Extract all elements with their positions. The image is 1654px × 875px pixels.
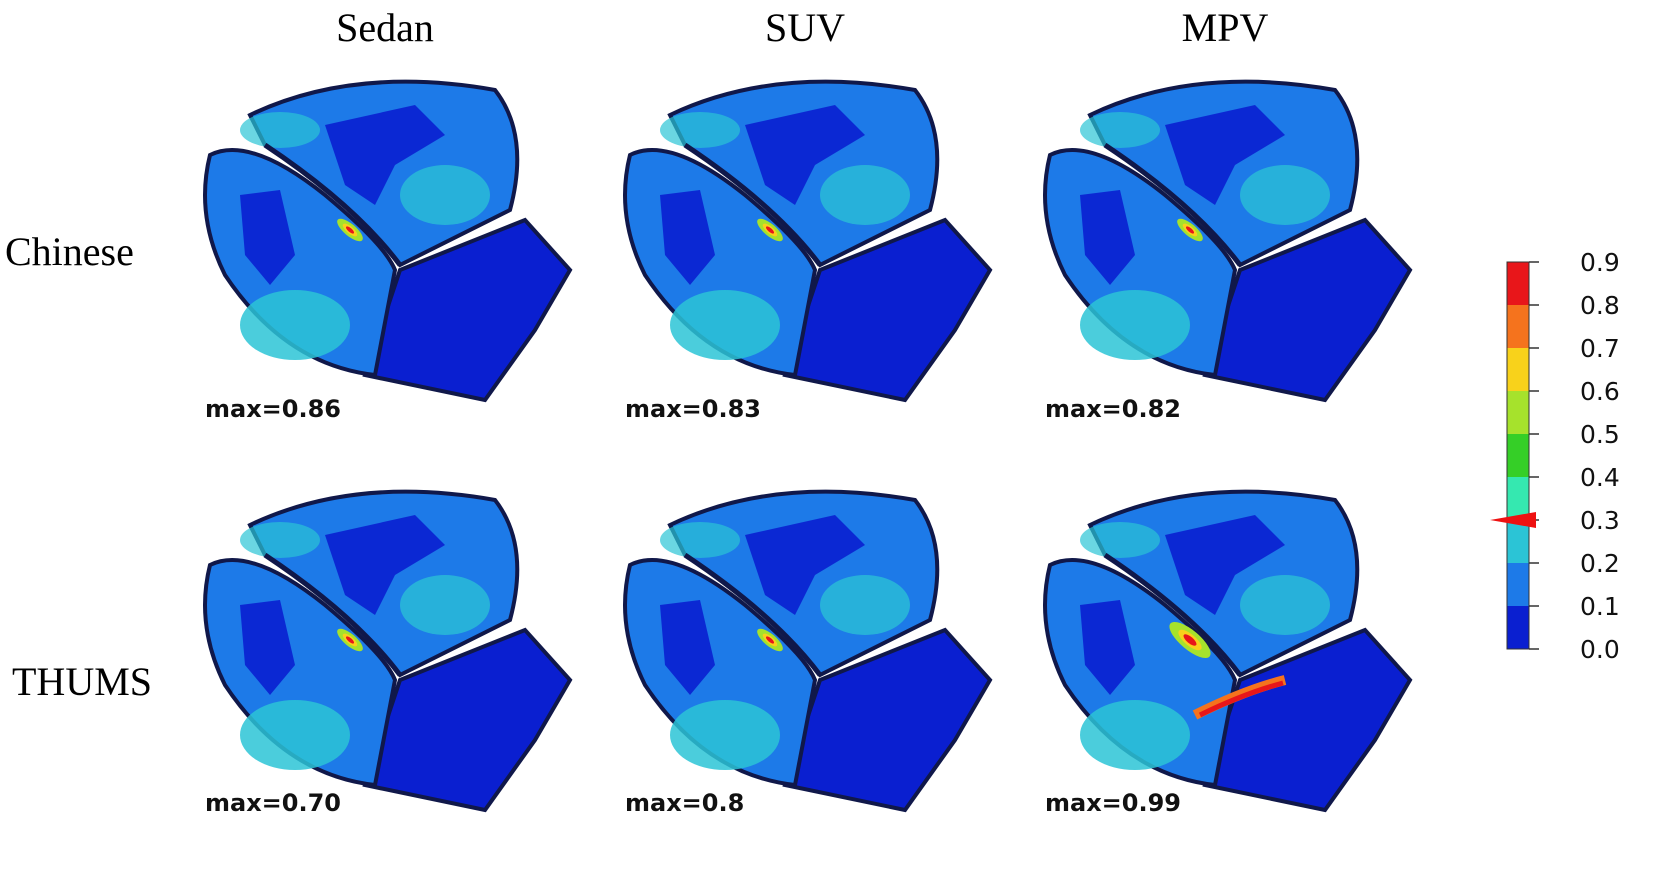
- scale-tick-label: 0.4: [1580, 463, 1620, 492]
- scale-segment: [1507, 520, 1529, 563]
- low-strain-patch: [745, 105, 865, 205]
- scale-segment: [1507, 305, 1529, 348]
- row-label-thums: THUMS: [12, 659, 153, 704]
- panel-chinese-mpv: max=0.82: [1025, 55, 1445, 455]
- low-strain-patch: [660, 600, 715, 695]
- peak-strain-spot: [765, 636, 775, 644]
- peak-strain-spot: [1185, 226, 1195, 234]
- row-label-chinese: Chinese: [5, 229, 134, 274]
- moderate-strain-patch: [820, 575, 910, 635]
- scale-segment: [1507, 477, 1529, 520]
- moderate-strain-patch: [1080, 700, 1190, 770]
- moderate-strain-patch: [240, 522, 320, 558]
- scale-segment: [1507, 434, 1529, 477]
- moderate-strain-patch: [670, 700, 780, 770]
- scale-tick-label: 0.0: [1580, 635, 1620, 664]
- column-header-suv: SUV: [764, 5, 846, 50]
- moderate-strain-patch: [820, 165, 910, 225]
- panel-chinese-sedan: max=0.86: [185, 55, 605, 455]
- panel-thums-suv: max=0.8: [605, 465, 1025, 865]
- scale-tick-label: 0.9: [1580, 248, 1620, 277]
- moderate-strain-patch: [240, 290, 350, 360]
- panel-thums-sedan: max=0.70: [185, 465, 605, 865]
- scale-tick-label: 0.1: [1580, 592, 1620, 621]
- moderate-strain-patch: [660, 112, 740, 148]
- max-value-label: max=0.99: [1045, 789, 1182, 817]
- moderate-strain-patch: [1080, 290, 1190, 360]
- peak-strain-spot: [345, 226, 355, 234]
- septum-line: [1103, 552, 1242, 677]
- low-strain-patch: [1080, 600, 1135, 695]
- scale-tick-label: 0.7: [1580, 334, 1620, 363]
- peak-strain-spot: [345, 636, 355, 644]
- septum-line: [1103, 142, 1242, 267]
- septum-line: [263, 552, 402, 677]
- scale-border: [1506, 261, 1530, 650]
- peak-strain-spot: [1183, 634, 1197, 646]
- moderate-strain-patch: [400, 165, 490, 225]
- septum-line: [683, 142, 822, 267]
- moderate-strain-patch: [660, 522, 740, 558]
- heart-strain-map: [1043, 489, 1413, 813]
- low-strain-patch: [325, 105, 445, 205]
- heart-strain-map: [623, 489, 993, 813]
- heart-strain-map: [623, 79, 993, 403]
- scale-tick-label: 0.6: [1580, 377, 1620, 406]
- scale-tick-label: 0.8: [1580, 291, 1620, 320]
- scale-segment: [1507, 563, 1529, 606]
- low-strain-patch: [1165, 515, 1285, 615]
- panel-thums-mpv: max=0.99: [1025, 465, 1445, 865]
- moderate-strain-patch: [240, 700, 350, 770]
- low-strain-patch: [325, 515, 445, 615]
- moderate-strain-patch: [670, 290, 780, 360]
- low-strain-patch: [240, 190, 295, 285]
- panel-chinese-suv: max=0.83: [605, 55, 1025, 455]
- scale-tick-label: 0.3: [1580, 506, 1620, 535]
- max-value-label: max=0.8: [625, 789, 745, 817]
- moderate-strain-patch: [400, 575, 490, 635]
- heart-strain-map: [203, 79, 573, 403]
- septum-line: [683, 552, 822, 677]
- heart-strain-map: [203, 489, 573, 813]
- scale-segment: [1507, 606, 1529, 649]
- scale-segment: [1507, 262, 1529, 305]
- max-value-label: max=0.82: [1045, 395, 1182, 423]
- low-strain-patch: [240, 600, 295, 695]
- column-header-mpv: MPV: [1181, 5, 1269, 50]
- peak-strain-band: [1198, 680, 1284, 718]
- column-header-sedan: Sedan: [336, 5, 434, 50]
- septum-line: [263, 142, 402, 267]
- max-value-label: max=0.83: [625, 395, 762, 423]
- low-strain-patch: [660, 190, 715, 285]
- heart-strain-map: [1043, 79, 1413, 403]
- scale-tick-label: 0.2: [1580, 549, 1620, 578]
- low-strain-patch: [1080, 190, 1135, 285]
- color-scale: 0.9 0.8 0.7 0.6 0.5 0.4 0.3 0.2 0.1 0.0: [1505, 248, 1635, 664]
- moderate-strain-patch: [1080, 522, 1160, 558]
- threshold-marker-icon: [1490, 512, 1536, 528]
- max-value-label: max=0.70: [205, 789, 342, 817]
- moderate-strain-patch: [1240, 165, 1330, 225]
- peak-strain-spot: [765, 226, 775, 234]
- max-value-label: max=0.86: [205, 395, 342, 423]
- moderate-strain-patch: [1240, 575, 1330, 635]
- moderate-strain-patch: [1080, 112, 1160, 148]
- moderate-strain-patch: [240, 112, 320, 148]
- low-strain-patch: [745, 515, 865, 615]
- color-scale-bar: [1506, 261, 1539, 650]
- low-strain-patch: [1165, 105, 1285, 205]
- scale-tick-label: 0.5: [1580, 420, 1620, 449]
- scale-segment: [1507, 348, 1529, 391]
- scale-segment: [1507, 391, 1529, 434]
